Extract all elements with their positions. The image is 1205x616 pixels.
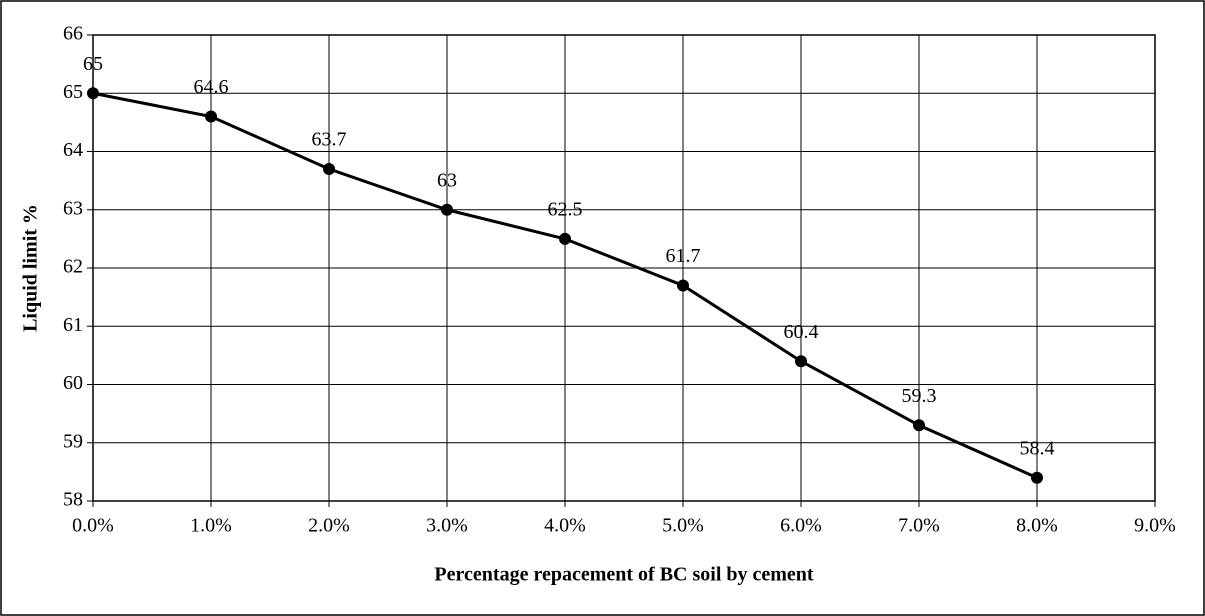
x-tick-label: 3.0% bbox=[426, 515, 468, 537]
y-tick-label: 64 bbox=[63, 139, 83, 161]
y-tick-label: 59 bbox=[63, 430, 83, 452]
data-point bbox=[913, 419, 925, 432]
data-label: 62.5 bbox=[548, 198, 583, 220]
data-label: 59.3 bbox=[902, 385, 937, 407]
y-axis-label: Liquid limit % bbox=[20, 204, 42, 332]
data-point bbox=[677, 279, 689, 292]
data-point bbox=[795, 355, 807, 368]
data-label: 60.4 bbox=[784, 321, 819, 343]
x-axis-label: Percentage repacement of BC soil by ceme… bbox=[434, 564, 813, 586]
y-tick-label: 65 bbox=[63, 81, 83, 103]
data-label: 58.4 bbox=[1020, 437, 1055, 459]
data-point bbox=[87, 87, 99, 100]
y-tick-label: 61 bbox=[63, 314, 83, 336]
x-tick-label: 7.0% bbox=[898, 515, 940, 537]
data-label: 63 bbox=[437, 169, 457, 191]
data-point bbox=[559, 232, 571, 245]
plot-frame bbox=[92, 34, 1156, 502]
y-tick-label: 66 bbox=[63, 23, 83, 45]
x-tick-label: 9.0% bbox=[1134, 515, 1176, 537]
data-label: 65 bbox=[83, 53, 103, 75]
x-tick-label: 6.0% bbox=[780, 515, 822, 537]
y-tick-label: 63 bbox=[63, 197, 83, 219]
x-tick-label: 5.0% bbox=[662, 515, 704, 537]
data-point bbox=[441, 203, 453, 216]
data-point bbox=[323, 162, 335, 175]
y-tick-label: 62 bbox=[63, 256, 83, 278]
data-label: 63.7 bbox=[312, 129, 347, 151]
data-point bbox=[1031, 471, 1043, 484]
y-tick-label: 58 bbox=[63, 489, 83, 511]
y-tick-label: 60 bbox=[63, 372, 83, 394]
x-tick-label: 4.0% bbox=[544, 515, 586, 537]
data-point bbox=[205, 110, 217, 123]
data-label: 64.6 bbox=[194, 76, 229, 98]
x-tick-label: 8.0% bbox=[1016, 515, 1058, 537]
x-tick-label: 0.0% bbox=[72, 515, 114, 537]
x-tick-label: 2.0% bbox=[308, 515, 350, 537]
data-label: 61.7 bbox=[666, 245, 701, 267]
x-tick-label: 1.0% bbox=[190, 515, 232, 537]
